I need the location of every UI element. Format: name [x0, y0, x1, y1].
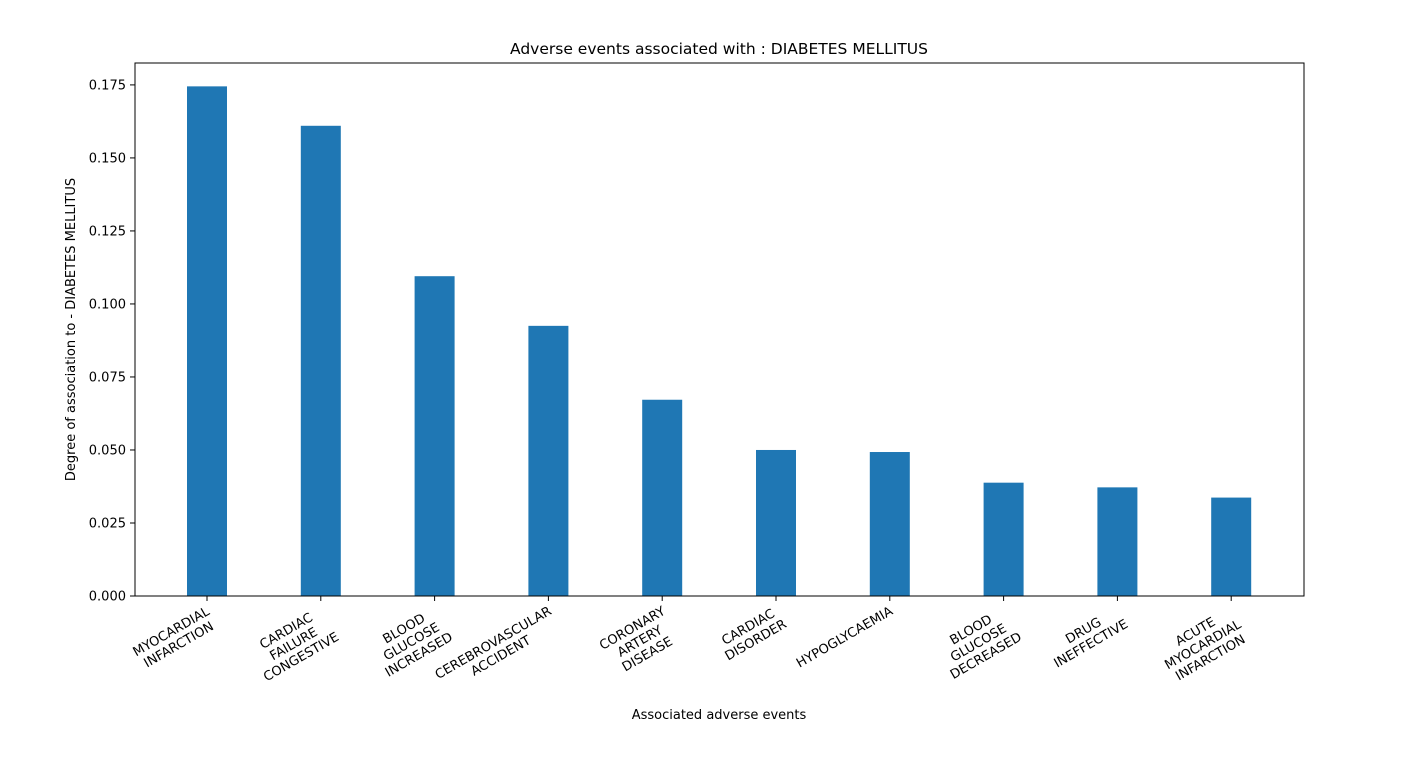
bar [642, 399, 683, 596]
y-tick-label: 0.175 [89, 78, 126, 93]
y-tick-label: 0.075 [89, 370, 126, 385]
bar [528, 325, 569, 596]
y-tick-label: 0.125 [89, 224, 126, 239]
y-tick-label: 0.025 [89, 516, 126, 531]
bar [300, 125, 341, 596]
y-tick-label: 0.000 [89, 590, 126, 605]
bar [1211, 497, 1252, 596]
bar [1097, 487, 1138, 596]
bar [414, 276, 455, 596]
y-tick-label: 0.150 [89, 151, 126, 166]
y-axis: 0.000 0.025 0.050 0.075 0.100 0.125 0.150 0.175 [89, 78, 135, 605]
bar [869, 452, 910, 596]
bar [983, 482, 1024, 596]
x-axis-title: Associated adverse events [632, 708, 807, 723]
y-tick-label: 0.050 [89, 443, 126, 458]
chart-title: Adverse events associated with : DIABETE… [510, 40, 928, 58]
bar [756, 449, 796, 596]
y-axis-title: Degree of association to - DIABETES MELL… [64, 178, 79, 481]
bar [187, 86, 227, 597]
bars-group [187, 86, 1252, 597]
plot-frame [134, 62, 1305, 597]
y-tick-label: 0.100 [89, 297, 126, 312]
